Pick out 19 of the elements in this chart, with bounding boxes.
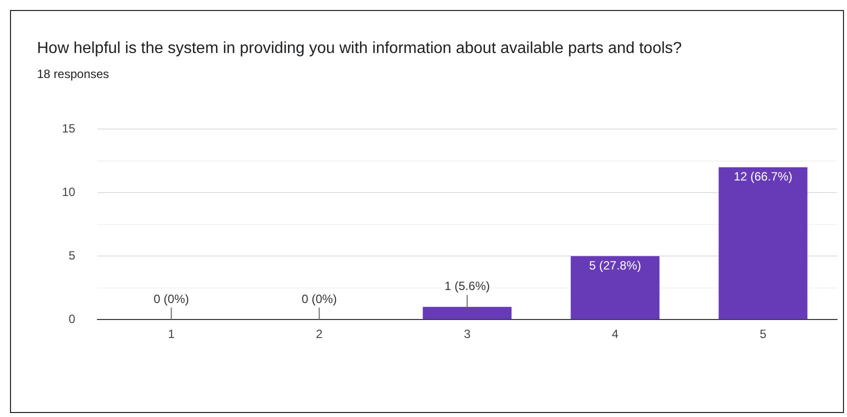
- x-tick-label: 4: [612, 327, 619, 342]
- data-label: 0 (0%): [302, 292, 337, 306]
- y-tick-label: 0: [68, 312, 76, 326]
- data-label: 5 (27.8%): [589, 258, 642, 272]
- x-tick-label: 5: [760, 327, 767, 342]
- bar: [718, 167, 808, 320]
- y-tick-label: 5: [68, 248, 76, 262]
- bar: [422, 306, 512, 320]
- y-tick-label: 15: [62, 122, 76, 136]
- chart-title: How helpful is the system in providing you with information about available parts and tools?: [37, 40, 682, 58]
- data-label: 0 (0%): [154, 292, 189, 306]
- x-tick-label: 1: [168, 327, 175, 342]
- y-tick-label: 10: [62, 184, 76, 199]
- data-label: 1 (5.6%): [444, 279, 490, 294]
- x-tick-label: 3: [464, 327, 471, 342]
- x-tick-label: 2: [316, 327, 323, 342]
- chart-subtitle: 18 responses: [37, 67, 110, 81]
- data-label: 12 (66.7%): [734, 170, 792, 184]
- bar: [570, 256, 660, 320]
